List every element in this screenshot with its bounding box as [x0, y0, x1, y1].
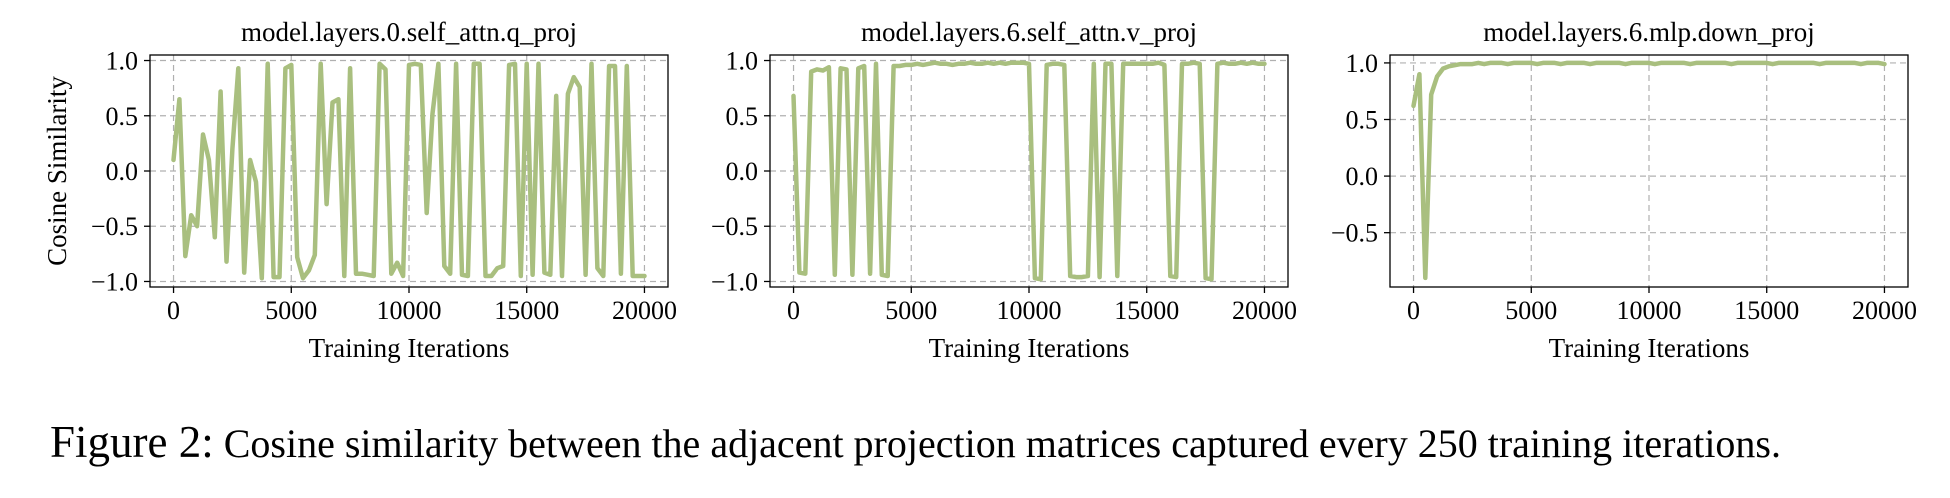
chart-panel-3: 0 5000 10000 15000 20000 −0.5 0.0 0.5 1.0 model.l…: [1331, 17, 1917, 363]
x-axis-label: Training Iterations: [309, 333, 510, 363]
figure-label: Figure 2:: [50, 417, 214, 467]
x-tick-label: 10000: [1617, 296, 1682, 325]
chart-title: model.layers.6.self_attn.v_proj: [861, 17, 1197, 47]
y-tick-label: 0.0: [726, 157, 759, 186]
x-tick-label: 5000: [1505, 296, 1557, 325]
x-tick-label: 20000: [612, 296, 677, 325]
x-tick-label: 0: [167, 296, 180, 325]
x-tick-label: 20000: [1852, 296, 1917, 325]
chart-panel-2: 0 5000 10000 15000 20000 −1.0 −0.5 0.0 0.5 1.0 mod…: [711, 17, 1297, 363]
y-tick-label: −1.0: [91, 267, 138, 296]
y-tick-label: 0.5: [106, 102, 139, 131]
x-tick-label: 20000: [1232, 296, 1297, 325]
x-tick-label: 15000: [494, 296, 559, 325]
y-tick-label: 0.0: [1346, 162, 1379, 191]
series-line-1: [171, 61, 647, 281]
y-axis-label: Cosine Similarity: [42, 76, 72, 266]
x-tick-label: 5000: [885, 296, 937, 325]
figure-caption: Figure 2: Cosine similarity between the …: [50, 420, 1781, 465]
chart-title: model.layers.0.self_attn.q_proj: [241, 17, 577, 47]
y-tick-label: −0.5: [91, 212, 138, 241]
x-tick-label: 0: [787, 296, 800, 325]
y-tick-label: −0.5: [711, 212, 758, 241]
x-axis-label: Training Iterations: [1549, 333, 1750, 363]
chart-title: model.layers.6.mlp.down_proj: [1483, 17, 1814, 47]
y-tick-label: 0.5: [726, 102, 759, 131]
line-plots: 0 5000 10000 15000 20000 −1.0 −0.5 0.0 0.5 1.0 mod…: [42, 17, 1917, 363]
x-tick-label: 5000: [265, 296, 317, 325]
y-tick-label: 1.0: [106, 47, 139, 76]
x-tick-label: 15000: [1114, 296, 1179, 325]
y-tick-label: −0.5: [1331, 219, 1378, 248]
y-tick-label: 1.0: [726, 47, 759, 76]
y-tick-label: 0.0: [106, 157, 139, 186]
x-tick-label: 10000: [997, 296, 1062, 325]
series-line-1: [791, 60, 1267, 282]
x-tick-label: 0: [1407, 296, 1420, 325]
y-tick-label: 1.0: [1346, 49, 1379, 78]
series-line-1: [1411, 60, 1887, 281]
y-tick-label: 0.5: [1346, 106, 1379, 135]
x-axis-label: Training Iterations: [929, 333, 1130, 363]
caption-text: Cosine similarity between the adjacent p…: [213, 421, 1781, 466]
x-tick-label: 10000: [377, 296, 442, 325]
y-tick-label: −1.0: [711, 267, 758, 296]
x-tick-label: 15000: [1734, 296, 1799, 325]
chart-panel-1: 0 5000 10000 15000 20000 −1.0 −0.5 0.0 0.5 1.0 mod…: [42, 17, 677, 363]
